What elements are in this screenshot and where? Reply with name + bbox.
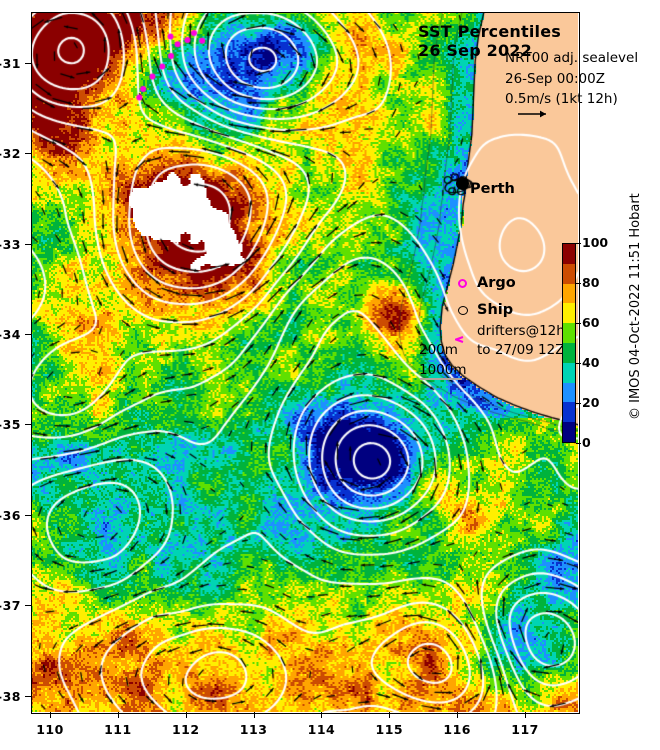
model-product-line: NRT00 adj. sealevel bbox=[505, 50, 639, 66]
y-axis-tick-label: -32 bbox=[0, 146, 21, 162]
vector-scale-arrow-icon bbox=[518, 110, 546, 118]
colorbar-band bbox=[563, 362, 575, 383]
colorbar-tick-label: 40 bbox=[582, 355, 600, 370]
y-tick-mark bbox=[25, 514, 31, 516]
colorbar-tick-label: 80 bbox=[582, 275, 600, 290]
colorbar-tick-mark bbox=[576, 243, 581, 244]
x-axis-tick-label: 117 bbox=[511, 722, 539, 737]
y-tick-mark bbox=[25, 424, 31, 426]
colorbar-band bbox=[563, 244, 575, 264]
ship-legend-label: Ship bbox=[477, 302, 514, 318]
colorbar-band bbox=[563, 263, 575, 284]
x-tick-mark bbox=[457, 712, 459, 718]
model-time-line: 26-Sep 00:00Z bbox=[505, 70, 605, 87]
drifter-track-tick-icon bbox=[455, 336, 464, 343]
sst-percentile-colorbar[interactable] bbox=[562, 243, 576, 443]
colorbar-band bbox=[563, 323, 575, 343]
x-tick-mark bbox=[185, 712, 187, 718]
title-line-1: SST Percentiles bbox=[418, 22, 561, 41]
colorbar-band bbox=[563, 422, 575, 442]
y-axis-tick-label: -34 bbox=[0, 326, 21, 342]
bathymetry-legend-block: 200m 1000m bbox=[419, 340, 467, 380]
y-axis-tick-label: -35 bbox=[0, 417, 21, 433]
x-axis-tick-label: 114 bbox=[307, 722, 336, 737]
drifters-line-1: drifters@12h bbox=[477, 323, 565, 339]
colorbar-tick-label: 60 bbox=[582, 315, 600, 330]
vector-scale-line: 0.5m/s (1kt 12h) bbox=[505, 91, 618, 107]
y-axis-tick-label: -33 bbox=[0, 236, 21, 252]
x-tick-mark bbox=[50, 712, 51, 718]
y-tick-mark bbox=[25, 605, 31, 607]
x-axis-tick-label: 110 bbox=[36, 722, 64, 737]
colorbar-tick-mark bbox=[576, 323, 581, 324]
colorbar-tick-label: 100 bbox=[582, 235, 609, 250]
x-axis-tick-label: 112 bbox=[171, 722, 200, 737]
colorbar-tick-mark bbox=[576, 363, 581, 364]
argo-legend-label: Argo bbox=[477, 275, 516, 291]
y-axis-tick-label: -38 bbox=[0, 688, 21, 704]
model-info-block: NRT00 adj. sealevel 26-Sep 00:00Z 0.5m/s… bbox=[505, 48, 638, 110]
map-plot-area[interactable] bbox=[31, 12, 578, 712]
y-tick-mark bbox=[25, 333, 31, 335]
y-axis-tick-label: -31 bbox=[0, 55, 21, 71]
y-axis-tick-label: -36 bbox=[0, 507, 21, 523]
drifters-legend-block: drifters@12h to 27/09 12Z bbox=[477, 322, 565, 360]
x-axis-tick-label: 115 bbox=[375, 722, 404, 737]
drifters-line-2: to 27/09 12Z bbox=[477, 342, 565, 358]
colorbar-band bbox=[563, 382, 575, 403]
y-tick-mark bbox=[25, 62, 31, 64]
ship-legend-marker-icon bbox=[458, 306, 468, 315]
perth-city-dot bbox=[456, 177, 469, 190]
colorbar-band bbox=[563, 303, 575, 324]
colorbar-band bbox=[563, 402, 575, 423]
x-tick-mark bbox=[253, 712, 255, 718]
colorbar-tick-mark bbox=[576, 283, 581, 284]
y-axis-tick-label: -37 bbox=[0, 598, 21, 614]
y-tick-mark bbox=[25, 695, 31, 697]
contour-and-vector-overlay bbox=[31, 12, 578, 712]
colorbar-tick-mark bbox=[576, 403, 581, 404]
colorbar-tick-mark bbox=[576, 443, 581, 444]
bathy-200m-label: 200m bbox=[419, 342, 458, 358]
colorbar-title-variable: Percentiles of SST bbox=[606, 28, 626, 238]
bathymetry-legend-rule bbox=[420, 378, 462, 380]
copyright-notice: © IMOS 04-Oct-2022 11:51 Hobart bbox=[628, 193, 643, 420]
x-tick-mark bbox=[389, 712, 391, 718]
perth-city-label: Perth bbox=[470, 181, 515, 197]
title-line-2: 26 Sep 2022 bbox=[418, 41, 532, 60]
y-tick-mark bbox=[25, 243, 31, 245]
x-axis-tick-label: 111 bbox=[104, 722, 132, 737]
colorbar-tick-label: 0 bbox=[582, 435, 591, 450]
x-tick-mark bbox=[321, 712, 323, 718]
x-axis-tick-label: 113 bbox=[239, 722, 268, 737]
figure-title: SST Percentiles 26 Sep 2022 bbox=[418, 22, 561, 60]
x-tick-mark bbox=[525, 712, 527, 718]
colorbar-title-dataset: 1992-2016 SSTAARS bbox=[588, 28, 608, 238]
x-axis-tick-label: 116 bbox=[443, 722, 471, 737]
y-tick-mark bbox=[25, 153, 31, 155]
argo-legend-marker-icon bbox=[458, 279, 467, 288]
bathy-1000m-label: 1000m bbox=[419, 362, 467, 378]
x-tick-mark bbox=[117, 712, 119, 718]
colorbar-band bbox=[563, 342, 575, 363]
colorbar-tick-label: 20 bbox=[582, 395, 600, 410]
colorbar-band bbox=[563, 283, 575, 304]
